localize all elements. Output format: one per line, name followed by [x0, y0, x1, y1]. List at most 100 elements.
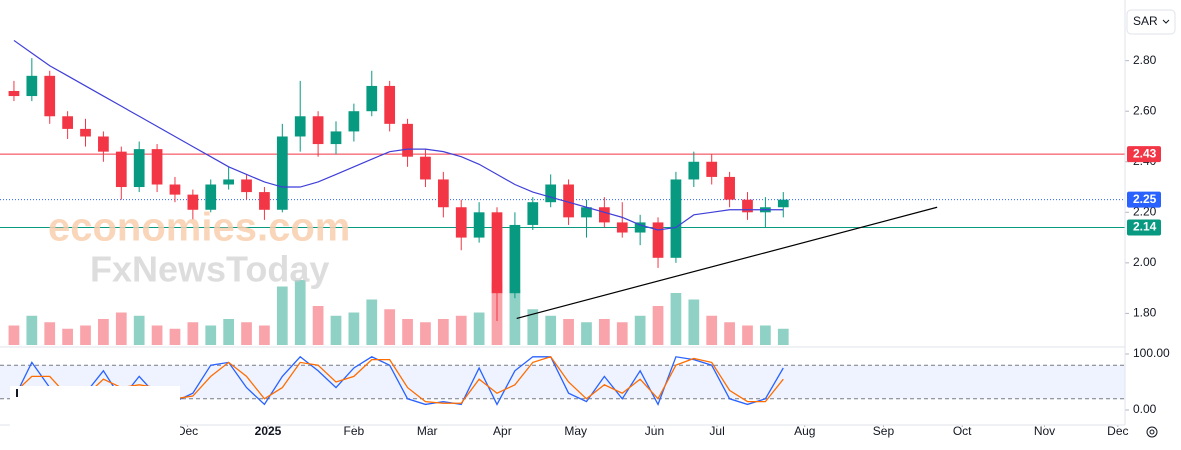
volume-bar — [384, 309, 396, 345]
volume-bar — [241, 322, 252, 345]
volume-bar — [581, 322, 592, 345]
volume-bar — [187, 322, 199, 345]
candle-body — [366, 85, 378, 112]
candle-body — [616, 222, 628, 233]
candle-body — [26, 75, 38, 97]
volume-bar — [688, 299, 700, 345]
y-tick-label: 2.60 — [1133, 103, 1157, 117]
candle-body — [706, 161, 718, 177]
y-tick-label: 2.20 — [1133, 204, 1157, 218]
candle-body — [151, 149, 163, 185]
stochastic-line — [13, 355, 784, 406]
volume-bar — [223, 319, 235, 345]
volume-bar — [276, 286, 288, 345]
candle-body — [241, 179, 252, 193]
candle-body — [276, 136, 288, 210]
volume-bar — [509, 289, 521, 345]
x-tick-label: Feb — [344, 424, 365, 438]
currency-selector[interactable] — [1126, 9, 1176, 35]
candle-body — [437, 179, 449, 208]
level-tag — [1127, 191, 1161, 208]
candle-body — [312, 116, 324, 145]
x-tick-label: Nov — [1034, 424, 1055, 438]
y-tick-label: 0.00 — [1133, 402, 1157, 416]
candle-body — [294, 116, 306, 137]
volume-bar — [312, 306, 324, 345]
currency-label: SAR — [1133, 14, 1158, 28]
volume-bar — [8, 325, 20, 345]
level-label: 2.25 — [1133, 192, 1157, 206]
volume-bar — [133, 315, 145, 345]
volume-bar — [205, 325, 217, 345]
volume-bar — [151, 325, 163, 345]
candle-body — [384, 85, 396, 124]
settings-icon-center — [1149, 429, 1155, 435]
volume-bar — [634, 315, 646, 345]
volume-bar — [348, 312, 360, 345]
candle-body — [598, 207, 610, 223]
volume-bar — [44, 322, 56, 345]
candle-body — [8, 90, 20, 97]
watermark: FxNewsToday — [90, 249, 329, 290]
volume-bar — [62, 328, 73, 345]
x-tick-label: Apr — [493, 424, 512, 438]
volume-bar — [724, 322, 735, 345]
level-label: 2.14 — [1133, 220, 1157, 234]
moving-average — [13, 39, 784, 231]
candle-body — [527, 202, 539, 225]
trendline — [516, 206, 938, 320]
volume-bar — [366, 299, 378, 345]
volume-bar — [420, 322, 431, 345]
stochastic-line — [13, 356, 784, 404]
x-tick-label: Dec — [1107, 424, 1128, 438]
x-tick-label: Jul — [709, 424, 724, 438]
x-tick-label: Aug — [794, 424, 815, 438]
y-tick-label: 2.80 — [1133, 53, 1157, 67]
x-tick-label: Oct — [953, 424, 972, 438]
x-tick-label: Jun — [645, 424, 664, 438]
volume-bar — [437, 319, 449, 345]
candle-body — [652, 222, 664, 258]
candle-body — [330, 131, 342, 145]
settings-icon[interactable] — [1146, 426, 1158, 438]
candle-body — [742, 199, 753, 213]
candle-body — [187, 194, 199, 210]
volume-bar — [563, 319, 574, 345]
volume-bar — [670, 293, 682, 345]
candle-body — [133, 149, 145, 188]
candle-body — [223, 179, 235, 185]
legend-marker — [16, 389, 18, 397]
volume-bar — [26, 315, 38, 345]
candle-body — [205, 184, 217, 210]
candle-body — [44, 75, 56, 117]
volume-bar — [330, 315, 342, 345]
candle-body — [420, 156, 431, 180]
candle-body — [455, 207, 467, 238]
legend-cover — [10, 386, 180, 436]
candle-body — [348, 111, 360, 132]
candle-body — [688, 161, 700, 180]
candle-body — [491, 212, 503, 294]
dropdown-icon — [1162, 19, 1170, 24]
candle-body — [402, 123, 413, 157]
volume-bar — [80, 325, 91, 345]
candle-body — [724, 176, 735, 200]
level-tag — [1127, 146, 1161, 163]
volume-bar — [616, 322, 628, 345]
volume-bar — [98, 319, 109, 345]
y-tick-label: 1.80 — [1133, 306, 1157, 320]
watermark: economies.com — [48, 206, 350, 250]
x-tick-label: Mar — [417, 424, 438, 438]
candle-body — [169, 184, 181, 195]
candle-body — [80, 128, 91, 137]
volume-bar — [473, 312, 485, 345]
candle-body — [545, 184, 557, 203]
y-tick-label: 100.00 — [1133, 346, 1170, 360]
candle-body — [259, 192, 270, 210]
volume-bar — [115, 312, 127, 345]
volume-bar — [455, 315, 467, 345]
x-tick-label: Sep — [873, 424, 895, 438]
candle-body — [777, 199, 789, 208]
